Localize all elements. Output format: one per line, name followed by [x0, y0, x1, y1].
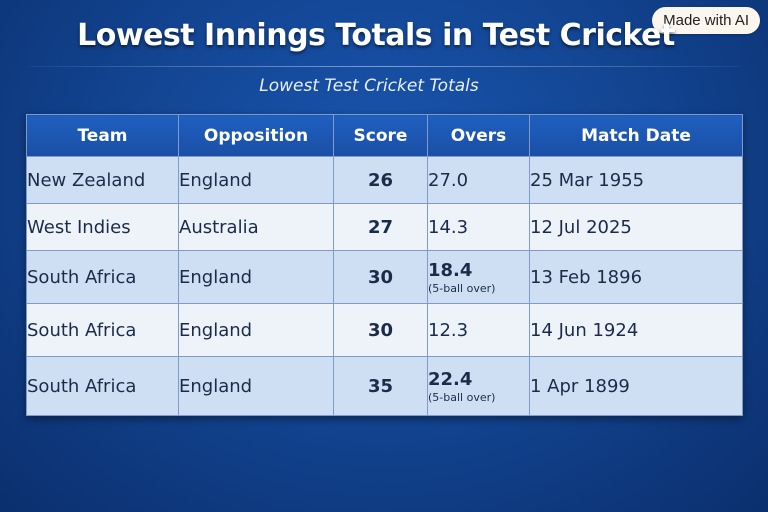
opposition-cell: England — [178, 156, 334, 204]
header-score: Score — [333, 114, 428, 157]
overs-note: (5-ball over) — [428, 390, 496, 404]
header-team: Team — [26, 114, 179, 157]
overs-cell: 12.3 — [427, 303, 530, 357]
overs-cell: 27.0 — [427, 156, 530, 204]
opposition-cell: Australia — [178, 203, 334, 251]
page-title: Lowest Innings Totals in Test Cricket — [77, 18, 675, 53]
table-row: South Africa England 35 22.4 (5-ball ove… — [26, 356, 743, 416]
match-date-cell: 12 Jul 2025 — [529, 203, 743, 251]
overs-value: 22.4 — [428, 368, 473, 390]
match-date-cell: 14 Jun 1924 — [529, 303, 743, 357]
table-caption: Lowest Test Cricket Totals — [259, 76, 479, 96]
score-cell: 27 — [333, 203, 428, 251]
overs-cell: 14.3 — [427, 203, 530, 251]
table-row: West Indies Australia 27 14.3 12 Jul 202… — [26, 203, 743, 251]
overs-value: 27.0 — [428, 169, 469, 191]
team-cell: South Africa — [26, 356, 179, 416]
team-cell: West Indies — [26, 203, 179, 251]
score-cell: 26 — [333, 156, 428, 204]
overs-value: 12.3 — [428, 319, 469, 341]
opposition-cell: England — [178, 356, 334, 416]
table-row: New Zealand England 26 27.0 25 Mar 1955 — [26, 156, 743, 204]
overs-value: 14.3 — [428, 216, 469, 238]
header-opposition: Opposition — [178, 114, 334, 157]
team-cell: South Africa — [26, 303, 179, 357]
made-with-ai-badge: Made with AI — [652, 7, 760, 34]
overs-cell: 22.4 (5-ball over) — [427, 356, 530, 416]
table-header-row: Team Opposition Score Overs Match Date — [26, 114, 743, 157]
overs-cell: 18.4 (5-ball over) — [427, 250, 530, 304]
title-divider — [30, 66, 740, 67]
team-cell: South Africa — [26, 250, 179, 304]
header-overs: Overs — [427, 114, 530, 157]
team-cell: New Zealand — [26, 156, 179, 204]
opposition-cell: England — [178, 250, 334, 304]
table-row: South Africa England 30 12.3 14 Jun 1924 — [26, 303, 743, 357]
overs-value: 18.4 — [428, 259, 473, 281]
match-date-cell: 13 Feb 1896 — [529, 250, 743, 304]
match-date-cell: 25 Mar 1955 — [529, 156, 743, 204]
opposition-cell: England — [178, 303, 334, 357]
score-cell: 35 — [333, 356, 428, 416]
header-match-date: Match Date — [529, 114, 743, 157]
lowest-totals-table: Team Opposition Score Overs Match Date N… — [26, 114, 743, 416]
score-cell: 30 — [333, 303, 428, 357]
overs-note: (5-ball over) — [428, 281, 496, 295]
table-row: South Africa England 30 18.4 (5-ball ove… — [26, 250, 743, 304]
score-cell: 30 — [333, 250, 428, 304]
match-date-cell: 1 Apr 1899 — [529, 356, 743, 416]
